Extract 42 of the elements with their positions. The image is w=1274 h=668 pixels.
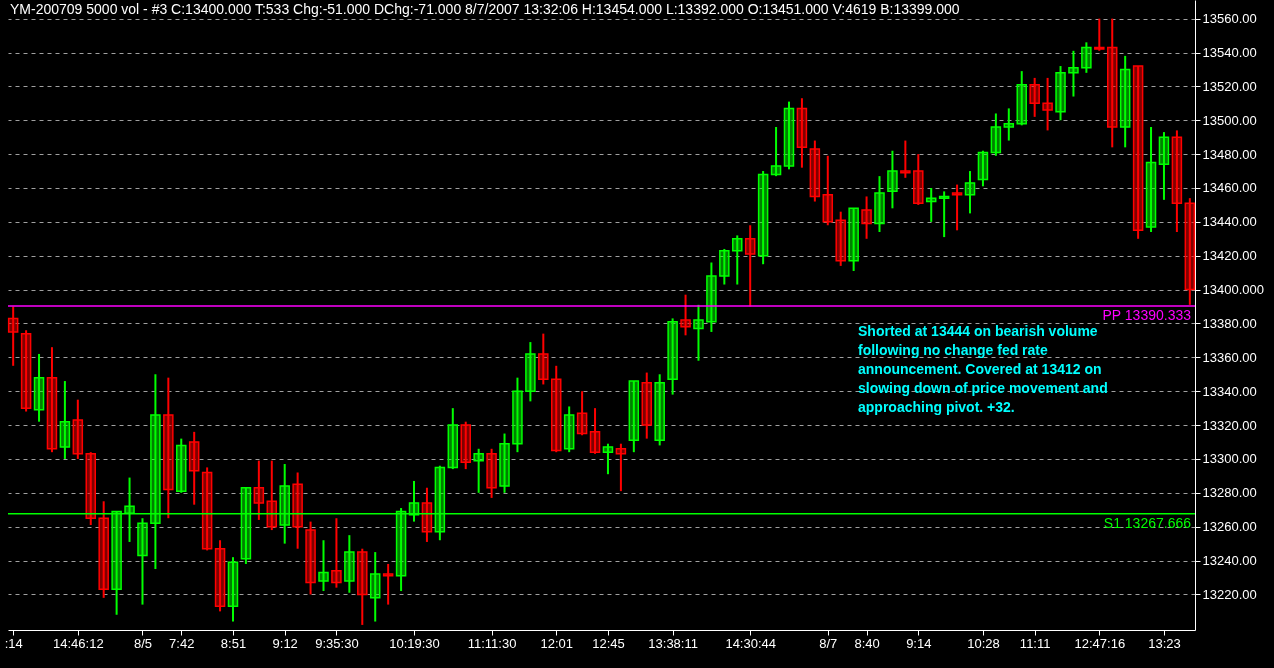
y-tick-label: 13480.00 [1202, 146, 1257, 162]
x-tick-label: 11:11 [1019, 635, 1051, 651]
x-tick-label: 10:28 [967, 635, 1000, 651]
x-tick-label: 9:12 [272, 635, 298, 651]
y-tick-label: 13240.00 [1202, 553, 1257, 569]
x-tick-label: 12:47:16 [1074, 635, 1126, 651]
y-tick-label: 13400.000 [1202, 282, 1264, 298]
y-tick-label: 13420.00 [1202, 248, 1257, 264]
x-tick-label: 14:46:12 [53, 635, 104, 651]
annotation: Shorted at 13444 on bearish volume following no change fed rate announcement. Covered at 13412 on slowing down of price movement and approaching pivot. +32. [858, 323, 1108, 415]
x-tick-label: 8/5 [133, 635, 153, 651]
y-tick-label: 13300.00 [1202, 451, 1257, 467]
x-tick-label: 7:42 [169, 635, 195, 651]
x-tick-label: 13:38:11 [648, 635, 698, 651]
y-tick-label: 13340.00 [1202, 383, 1257, 399]
y-tick-label: 13280.00 [1202, 485, 1257, 501]
y-tick-label: 13520.00 [1202, 78, 1257, 94]
x-tick-label: 12:45 [592, 635, 625, 651]
y-tick-label: 13220.00 [1202, 586, 1257, 602]
ref-line-label: PP 13390.333 [1102, 306, 1192, 323]
x-tick-label: 11:11:30 [467, 635, 517, 651]
x-tick-label: 8:51 [220, 635, 247, 651]
y-tick-label: 13440.00 [1202, 214, 1257, 230]
x-tick-label: :14 [4, 635, 23, 651]
x-tick-label: 9:14 [906, 635, 932, 651]
x-tick-label: 12:01 [540, 635, 574, 651]
x-tick-label: 14:30:44 [725, 635, 776, 651]
y-tick-label: 13540.00 [1202, 45, 1257, 60]
chart-title: YM-200709 5000 vol - #3 C:13400.000 T:533 Chg:-51.000 DChg:-71.000 8/7/2007 13:32:06 H:13454.000 L:13392.000 O:13451.000 V:4619 B:13399.000 [10, 1, 960, 17]
ref-line-label: S1 13267.666 [1103, 514, 1192, 531]
y-tick-label: 13380.00 [1202, 315, 1257, 331]
y-tick-label: 13560.00 [1202, 11, 1257, 27]
x-tick-label: 13:23 [1148, 635, 1181, 651]
x-tick-label: 8:40 [854, 635, 880, 651]
y-tick-label: 13500.00 [1202, 112, 1257, 128]
x-tick-label: 10:19:30 [389, 635, 440, 651]
y-tick-label: 13320.00 [1202, 417, 1257, 433]
y-tick-label: 13260.00 [1202, 519, 1257, 535]
x-tick-label: 9:35:30 [315, 635, 359, 651]
y-tick-label: 13460.00 [1202, 180, 1257, 196]
y-tick-label: 13360.00 [1202, 349, 1257, 365]
x-tick-label: 8/7 [819, 635, 838, 651]
